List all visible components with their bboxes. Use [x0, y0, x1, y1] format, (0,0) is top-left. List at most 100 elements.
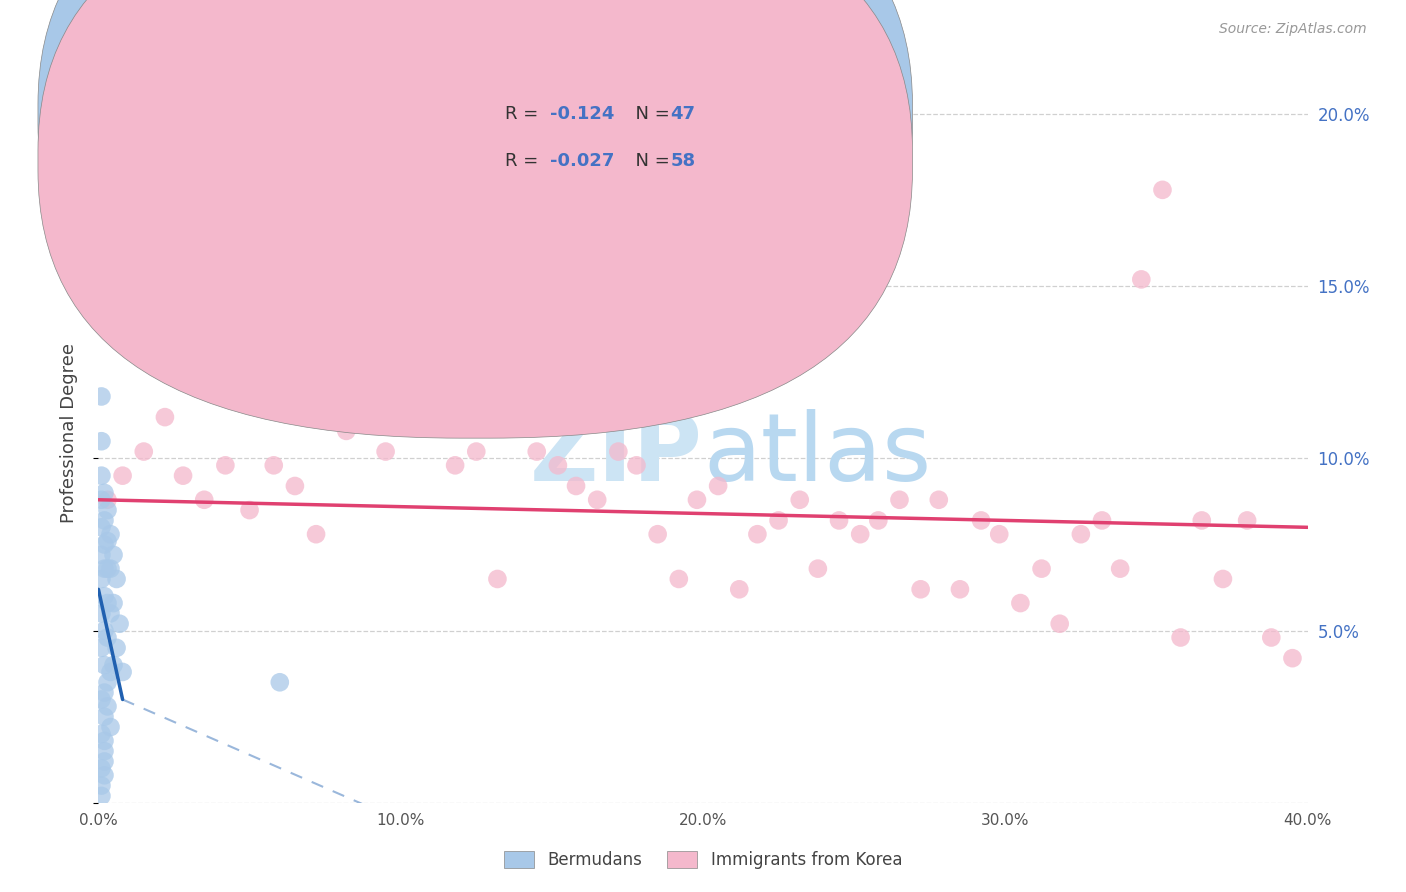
Point	[105, 640, 128, 655]
Point	[1281, 651, 1303, 665]
Point	[465, 444, 488, 458]
Point	[111, 468, 134, 483]
Point	[1260, 631, 1282, 645]
Point	[93, 513, 115, 527]
Point	[1236, 513, 1258, 527]
Point	[90, 779, 112, 793]
Text: BERMUDAN VS IMMIGRANTS FROM KOREA PROFESSIONAL DEGREE CORRELATION CHART: BERMUDAN VS IMMIGRANTS FROM KOREA PROFES…	[53, 22, 831, 40]
Point	[172, 468, 194, 483]
Point	[486, 572, 509, 586]
Point	[105, 572, 128, 586]
Point	[90, 492, 112, 507]
Point	[100, 607, 122, 621]
Point	[526, 444, 548, 458]
Point	[405, 389, 427, 403]
Text: N =: N =	[624, 105, 676, 123]
Point	[1070, 527, 1092, 541]
Point	[1109, 561, 1132, 575]
Point	[970, 513, 993, 527]
Point	[90, 389, 112, 403]
Point	[284, 479, 307, 493]
Point	[607, 444, 630, 458]
Text: 47: 47	[671, 105, 696, 123]
Point	[647, 527, 669, 541]
Point	[93, 755, 115, 769]
Point	[910, 582, 932, 597]
Point	[214, 458, 236, 473]
Text: N =: N =	[624, 152, 676, 169]
Point	[100, 527, 122, 541]
Point	[93, 685, 115, 699]
Point	[93, 589, 115, 603]
Point	[93, 744, 115, 758]
Point	[93, 734, 115, 748]
Point	[100, 665, 122, 679]
Point	[90, 640, 112, 655]
Point	[96, 699, 118, 714]
Point	[96, 534, 118, 549]
Point	[93, 561, 115, 575]
Point	[108, 616, 131, 631]
Point	[1152, 183, 1174, 197]
Point	[111, 665, 134, 679]
Point	[768, 513, 790, 527]
Point	[868, 513, 890, 527]
Point	[1010, 596, 1032, 610]
Point	[100, 720, 122, 734]
Point	[93, 486, 115, 500]
Point	[626, 458, 648, 473]
Point	[263, 458, 285, 473]
Point	[707, 479, 730, 493]
Y-axis label: Professional Degree: Professional Degree	[59, 343, 77, 523]
Point	[132, 444, 155, 458]
Point	[90, 520, 112, 534]
Point	[1170, 631, 1192, 645]
Point	[153, 410, 176, 425]
Point	[90, 692, 112, 706]
Point	[269, 675, 291, 690]
Point	[547, 458, 569, 473]
Point	[686, 492, 709, 507]
Point	[668, 572, 690, 586]
Point	[100, 561, 122, 575]
Text: 58: 58	[671, 152, 696, 169]
Point	[90, 468, 112, 483]
Text: atlas: atlas	[703, 409, 931, 500]
Point	[93, 658, 115, 673]
Point	[96, 503, 118, 517]
Point	[505, 389, 527, 403]
Point	[96, 631, 118, 645]
Point	[565, 479, 588, 493]
Point	[96, 675, 118, 690]
Point	[1091, 513, 1114, 527]
Point	[444, 458, 467, 473]
Point	[96, 492, 118, 507]
Point	[1130, 272, 1153, 286]
Point	[93, 537, 115, 551]
Text: R =: R =	[505, 105, 544, 123]
Point	[93, 709, 115, 723]
Point	[1212, 572, 1234, 586]
Point	[93, 624, 115, 638]
Text: -0.124: -0.124	[550, 105, 614, 123]
Point	[789, 492, 811, 507]
Point	[96, 596, 118, 610]
Point	[1031, 561, 1053, 575]
Point	[90, 607, 112, 621]
Point	[747, 527, 769, 541]
Legend: Bermudans, Immigrants from Korea: Bermudans, Immigrants from Korea	[498, 845, 908, 876]
Point	[193, 492, 215, 507]
Point	[586, 492, 609, 507]
Point	[1191, 513, 1213, 527]
Text: Source: ZipAtlas.com: Source: ZipAtlas.com	[1219, 22, 1367, 37]
Point	[335, 424, 357, 438]
Text: ZIP: ZIP	[530, 409, 703, 500]
Point	[807, 561, 830, 575]
Point	[90, 761, 112, 775]
Point	[426, 148, 449, 162]
Point	[96, 561, 118, 575]
Point	[239, 503, 262, 517]
Point	[828, 513, 851, 527]
Point	[353, 410, 375, 425]
Point	[889, 492, 911, 507]
